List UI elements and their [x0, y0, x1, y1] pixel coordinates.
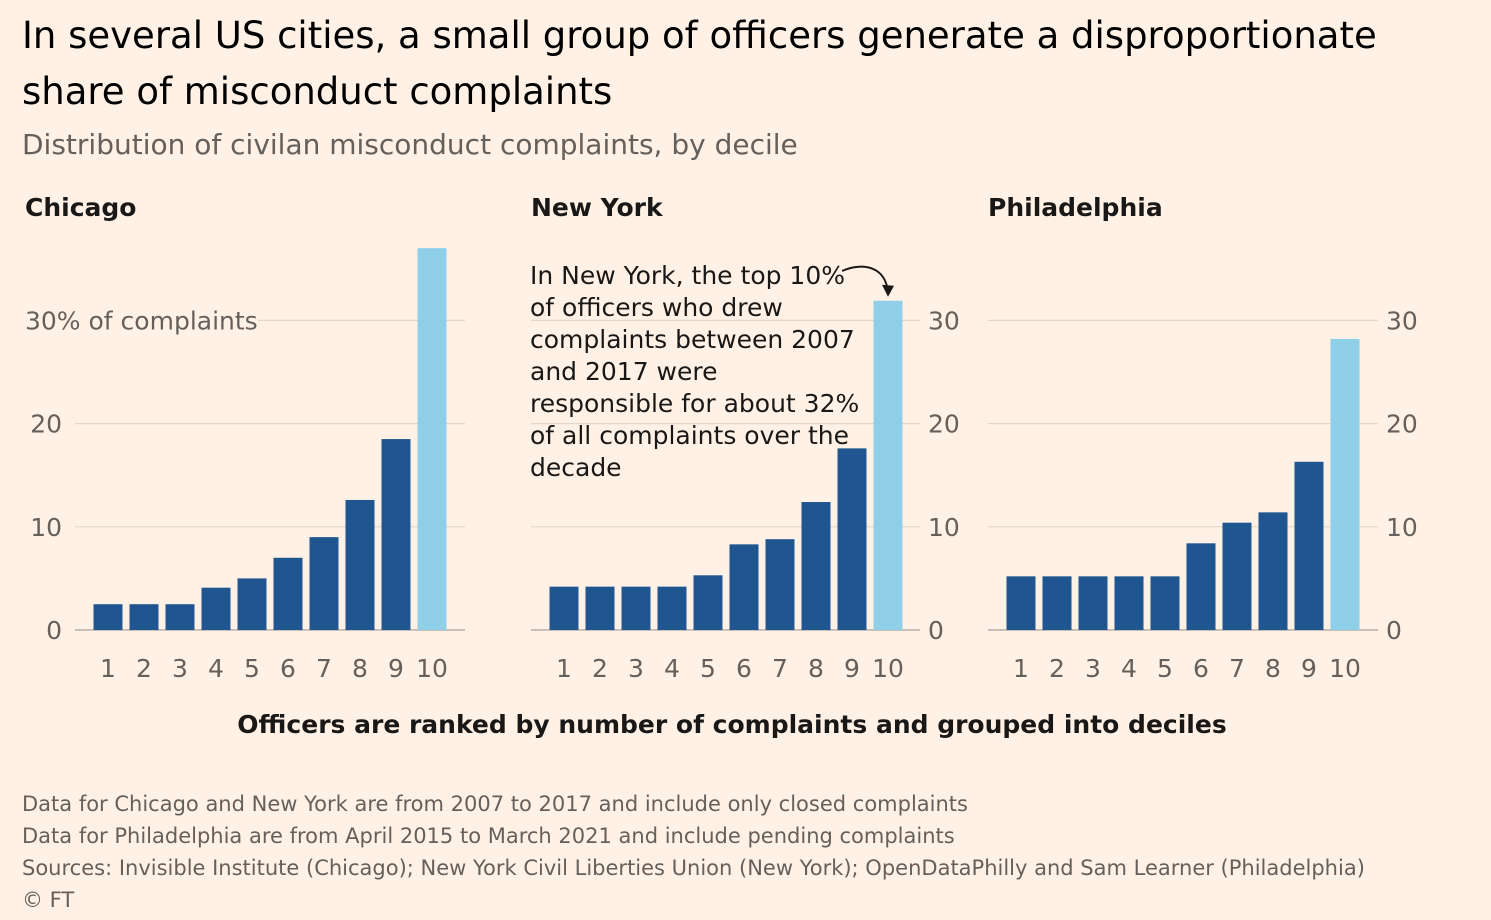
bar-chicago-decile-3: [165, 604, 195, 630]
panel-title-philadelphia: Philadelphia: [988, 193, 1163, 222]
x-tick-new-york-8: 8: [808, 654, 824, 683]
x-tick-philadelphia-5: 5: [1157, 654, 1173, 683]
y-tick-philadelphia-30: 30: [1386, 306, 1418, 335]
bar-philadelphia-decile-1: [1006, 576, 1036, 630]
footnotes: Data for Chicago and New York are from 2…: [22, 788, 1365, 916]
footnote-philadelphia: Data for Philadelphia are from April 201…: [22, 824, 955, 848]
bar-chicago-decile-1: [93, 604, 123, 630]
y-tick-new-york-30: 30: [928, 306, 960, 335]
bar-chicago-decile-6: [273, 557, 303, 630]
bar-philadelphia-decile-8: [1258, 512, 1288, 630]
x-tick-philadelphia-10: 10: [1329, 654, 1361, 683]
x-tick-chicago-10: 10: [416, 654, 448, 683]
x-tick-chicago-1: 1: [100, 654, 116, 683]
bar-new-york-decile-6: [729, 544, 759, 630]
x-tick-chicago-2: 2: [136, 654, 152, 683]
y-tick-chicago-0: 0: [46, 616, 62, 645]
x-tick-new-york-3: 3: [628, 654, 644, 683]
bar-chicago-decile-5: [237, 578, 267, 630]
bar-new-york-decile-3: [621, 586, 651, 630]
x-tick-chicago-5: 5: [244, 654, 260, 683]
x-tick-new-york-9: 9: [844, 654, 860, 683]
bar-philadelphia-decile-3: [1078, 576, 1108, 630]
bar-new-york-decile-9: [837, 448, 867, 630]
x-tick-philadelphia-7: 7: [1229, 654, 1245, 683]
bar-new-york-decile-7: [765, 539, 795, 630]
bar-philadelphia-decile-5: [1150, 576, 1180, 630]
x-tick-new-york-2: 2: [592, 654, 608, 683]
panel-title-new-york: New York: [531, 193, 663, 222]
bar-philadelphia-decile-6: [1186, 543, 1216, 630]
footnote-sources: Sources: Invisible Institute (Chicago); …: [22, 856, 1365, 880]
bar-chicago-decile-2: [129, 604, 159, 630]
y-tick-chicago-20: 20: [30, 410, 62, 439]
y-tick-new-york-0: 0: [928, 616, 944, 645]
chart-title: In several US cities, a small group of o…: [22, 14, 1377, 113]
y-tick-philadelphia-20: 20: [1386, 410, 1418, 439]
bar-philadelphia-decile-7: [1222, 522, 1252, 630]
footnote-copyright: © FT: [22, 888, 75, 912]
bar-new-york-decile-8: [801, 502, 831, 630]
x-tick-chicago-4: 4: [208, 654, 224, 683]
x-tick-chicago-8: 8: [352, 654, 368, 683]
y-tick-chicago-10: 10: [30, 513, 62, 542]
bar-chicago-decile-8: [345, 499, 375, 630]
y-tick-new-york-20: 20: [928, 410, 960, 439]
bar-chicago-decile-7: [309, 537, 339, 630]
bar-philadelphia-decile-4: [1114, 576, 1144, 630]
x-tick-philadelphia-9: 9: [1301, 654, 1317, 683]
x-tick-new-york-10: 10: [872, 654, 904, 683]
bar-new-york-decile-4: [657, 586, 687, 630]
x-tick-new-york-4: 4: [664, 654, 680, 683]
bar-chicago-decile-9: [381, 439, 411, 630]
x-tick-chicago-9: 9: [388, 654, 404, 683]
y-tick-philadelphia-0: 0: [1386, 616, 1402, 645]
x-tick-philadelphia-3: 3: [1085, 654, 1101, 683]
bar-philadelphia-decile-9: [1294, 461, 1324, 630]
x-tick-philadelphia-4: 4: [1121, 654, 1137, 683]
x-tick-new-york-1: 1: [556, 654, 572, 683]
y-tick-philadelphia-10: 10: [1386, 513, 1418, 542]
x-tick-philadelphia-2: 2: [1049, 654, 1065, 683]
x-tick-chicago-7: 7: [316, 654, 332, 683]
x-tick-new-york-5: 5: [700, 654, 716, 683]
panel-title-chicago: Chicago: [25, 193, 137, 222]
x-tick-new-york-7: 7: [772, 654, 788, 683]
y-tick-chicago-30: 30% of complaints: [25, 306, 258, 335]
bar-chicago-decile-10: [417, 248, 447, 630]
x-axis-label: Officers are ranked by number of complai…: [237, 710, 1227, 739]
bar-new-york-decile-2: [585, 586, 615, 630]
new-york-annotation: In New York, the top 10% of officers who…: [530, 261, 860, 482]
x-tick-new-york-6: 6: [736, 654, 752, 683]
x-tick-philadelphia-1: 1: [1013, 654, 1029, 683]
footnote-chicago-new-york: Data for Chicago and New York are from 2…: [22, 792, 968, 816]
x-tick-chicago-6: 6: [280, 654, 296, 683]
bar-new-york-decile-1: [549, 586, 579, 630]
bar-philadelphia-decile-2: [1042, 576, 1072, 630]
bar-chicago-decile-4: [201, 587, 231, 630]
bar-philadelphia-decile-10: [1330, 338, 1360, 630]
x-tick-chicago-3: 3: [172, 654, 188, 683]
x-tick-philadelphia-8: 8: [1265, 654, 1281, 683]
x-tick-philadelphia-6: 6: [1193, 654, 1209, 683]
annotation-arrowhead: [882, 284, 894, 297]
y-tick-new-york-10: 10: [928, 513, 960, 542]
chart-subtitle: Distribution of civilan misconduct compl…: [22, 128, 798, 161]
bar-new-york-decile-10: [873, 300, 903, 630]
bar-new-york-decile-5: [693, 575, 723, 630]
